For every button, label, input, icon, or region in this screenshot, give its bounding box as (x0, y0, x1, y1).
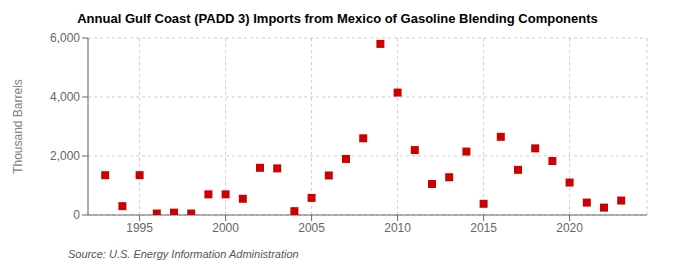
svg-text:2000: 2000 (212, 221, 239, 235)
svg-text:6,000: 6,000 (50, 31, 80, 45)
svg-text:1995: 1995 (126, 221, 153, 235)
svg-text:2005: 2005 (298, 221, 325, 235)
svg-text:2010: 2010 (384, 221, 411, 235)
html-text:Source: U.S. Energy Informatio: Source: U.S. Energy Information Administ… (68, 248, 299, 260)
svg-text:0: 0 (73, 208, 80, 222)
svg-text:4,000: 4,000 (50, 90, 80, 104)
html-text:Annual Gulf Coast (PADD 3) Imp: Annual Gulf Coast (PADD 3) Imports from … (77, 11, 598, 26)
svg-text:2015: 2015 (470, 221, 497, 235)
svg-text:2020: 2020 (556, 221, 583, 235)
svg-text:Thousand Barrels: Thousand Barrels (11, 79, 25, 174)
svg-text:2,000: 2,000 (50, 149, 80, 163)
